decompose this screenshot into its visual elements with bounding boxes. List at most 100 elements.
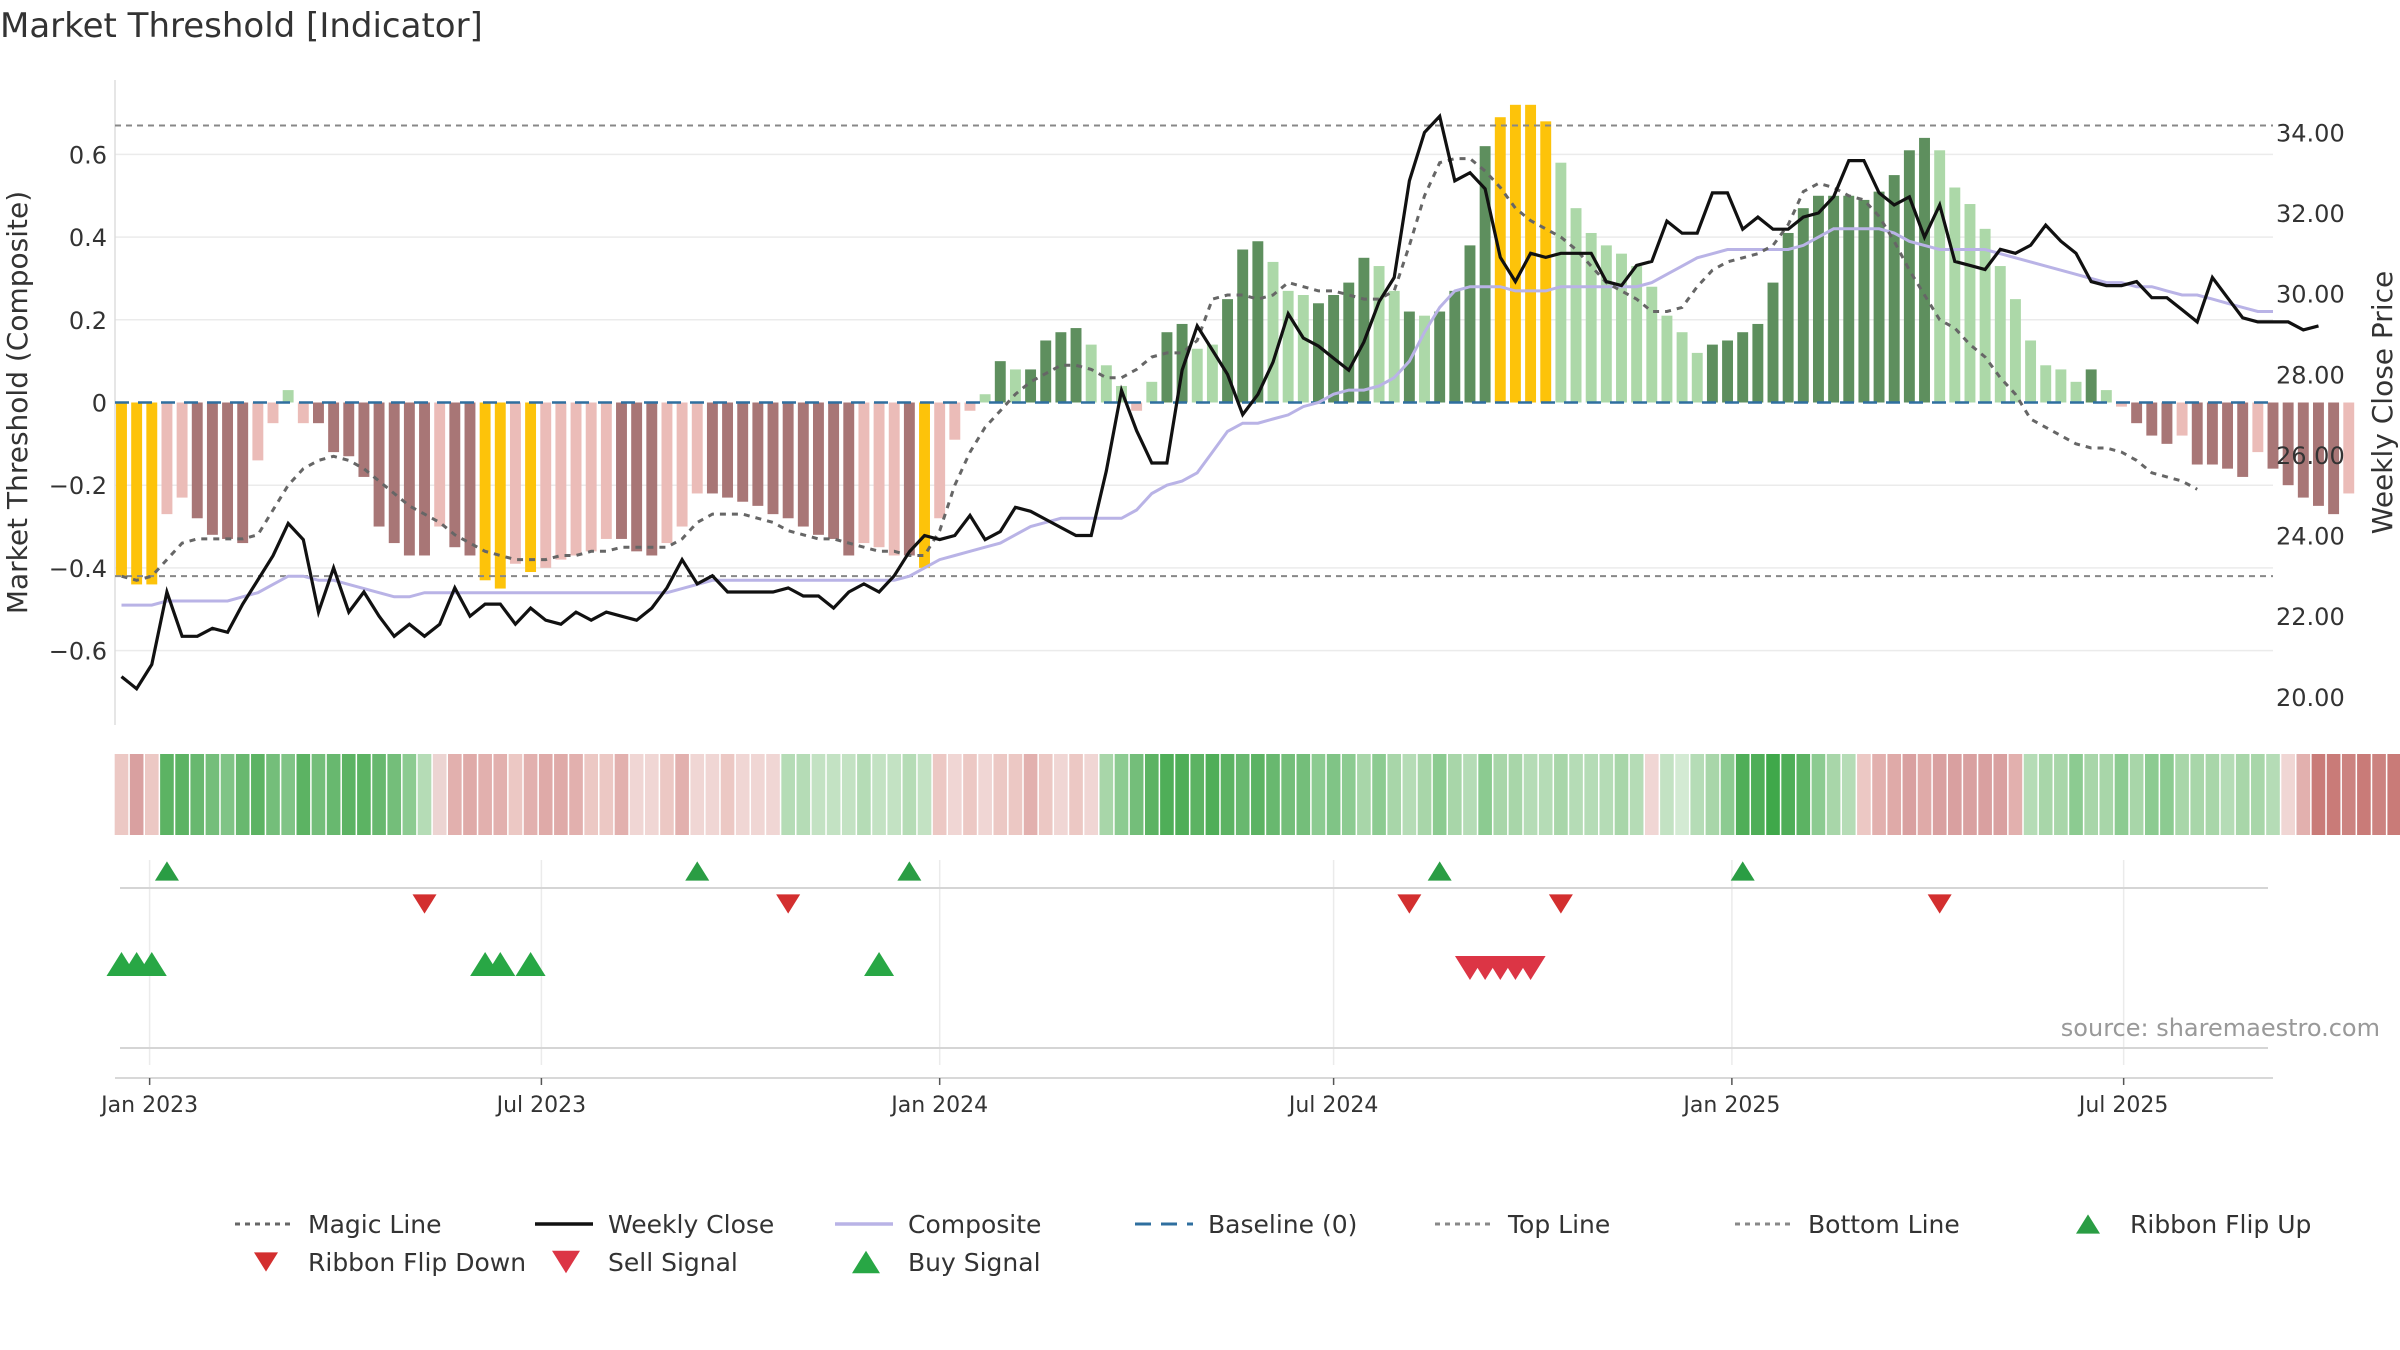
ribbon-cell (1644, 754, 1659, 835)
ribbon-cell (1069, 754, 1083, 835)
composite-bar (964, 402, 976, 411)
ribbon-cell (1023, 754, 1038, 835)
composite-bar (1934, 150, 1946, 403)
ribbon-cell (660, 754, 674, 835)
ribbon-cell (538, 754, 553, 835)
ribbon-cell (448, 754, 462, 835)
composite-bar (600, 402, 612, 539)
ribbon-cell (1114, 754, 1129, 835)
composite-bar (722, 402, 734, 498)
ribbon-flip-down-marker (1548, 894, 1573, 914)
ribbon-cell (296, 754, 311, 835)
signal-markers (106, 861, 2268, 1049)
composite-bar (1555, 162, 1567, 403)
composite-bar (1191, 348, 1203, 403)
composite-bar (1070, 328, 1082, 403)
legend-label: Ribbon Flip Down (308, 1248, 526, 1277)
ribbon-flip-up-marker (685, 861, 710, 881)
ribbon-cell (1993, 754, 2008, 835)
composite-bar (146, 402, 158, 585)
composite-bar (434, 402, 446, 527)
ribbon-cell (2038, 754, 2053, 835)
ribbon-cell (599, 754, 614, 835)
ribbon-cell (1417, 754, 1432, 835)
ribbon-cell (1432, 754, 1447, 835)
ribbon-cell (1766, 754, 1780, 835)
ribbon-cell (432, 754, 447, 835)
ribbon-cell (978, 754, 992, 835)
composite-bar (1176, 323, 1188, 403)
composite-bar (979, 394, 991, 403)
y-right-tick-label: 30.00 (2276, 281, 2345, 309)
y-left-tick-label: 0.2 (69, 307, 107, 335)
legend-swatch (254, 1252, 278, 1272)
ribbon-cell (523, 754, 538, 835)
composite-bar (1449, 290, 1461, 403)
composite-bar (1919, 137, 1930, 403)
composite-bar (616, 402, 627, 539)
composite-bar (570, 402, 582, 556)
ribbon-cell (735, 754, 750, 835)
y-left-tick-label: −0.6 (49, 638, 107, 666)
composite-line (121, 227, 2273, 607)
x-tick-label: Jul 2024 (1287, 1093, 1379, 1118)
ribbon-cell (1948, 754, 1962, 835)
composite-bar (419, 402, 430, 556)
composite-bar (1616, 253, 1627, 403)
composite-bar (994, 361, 1006, 403)
ribbon-cell (841, 754, 856, 835)
composite-bar (1691, 352, 1703, 403)
composite-bar (282, 390, 294, 403)
buy-signal-marker (136, 952, 167, 976)
composite-bar (464, 402, 476, 556)
composite-bar (1797, 208, 1809, 403)
composite-bar (297, 402, 309, 424)
ribbon-cell (857, 754, 871, 835)
composite-bar (313, 402, 324, 424)
ribbon-cell (2251, 754, 2265, 835)
composite-bar (1343, 282, 1355, 403)
composite-bar (1055, 332, 1067, 403)
ribbon-cell (2023, 754, 2038, 835)
ribbon-cell (584, 754, 599, 835)
composite-bar (1888, 175, 1900, 403)
y-right-tick-label: 34.00 (2276, 119, 2345, 147)
ribbon-cell (160, 754, 174, 835)
y-left-axis-label: Market Threshold (Composite) (1, 191, 34, 614)
ribbon-cell (2357, 754, 2371, 835)
ribbon-cell (963, 754, 977, 835)
ribbon-cell (826, 754, 841, 835)
composite-bar (479, 402, 491, 581)
ribbon-flip-down-marker (776, 894, 801, 914)
legend-label: Top Line (1507, 1210, 1610, 1239)
composite-bar (1373, 266, 1385, 403)
ribbon-cell (1144, 754, 1159, 835)
composite-bar (2222, 402, 2233, 469)
composite-bar (2055, 369, 2067, 403)
ribbon-cell (1796, 754, 1811, 835)
composite-bar (1282, 290, 1294, 403)
y-right-tick-label: 28.00 (2276, 361, 2345, 389)
ribbon-cell (2341, 754, 2356, 835)
ribbon-cell (887, 754, 902, 835)
ribbon-cell (1296, 754, 1311, 835)
ribbon-cell (1629, 754, 1644, 835)
composite-bar (1085, 344, 1097, 403)
y-left-tick-label: −0.4 (49, 555, 107, 583)
ribbon-cell (251, 754, 265, 835)
ribbon-cell (993, 754, 1008, 835)
composite-bar (1388, 290, 1400, 403)
ribbon-cell (917, 754, 932, 835)
legend-label: Sell Signal (608, 1248, 738, 1277)
x-tick-label: Jan 2023 (99, 1093, 198, 1118)
composite-bar (797, 402, 809, 527)
ribbon-cell (1463, 754, 1477, 835)
y-left-tick-label: 0 (92, 390, 107, 418)
ribbon-cell (281, 754, 295, 835)
ribbon-cell (2326, 754, 2341, 835)
ribbon-cell (266, 754, 280, 835)
composite-bar (388, 402, 400, 544)
composite-bar (1949, 187, 1961, 403)
ribbon-flip-up-marker (154, 861, 179, 881)
axes: 0.6 0.4 0.2 0 −0.2 −0.4 −0.6 34.00 32.00 30.00 28.… (1, 119, 2399, 1118)
